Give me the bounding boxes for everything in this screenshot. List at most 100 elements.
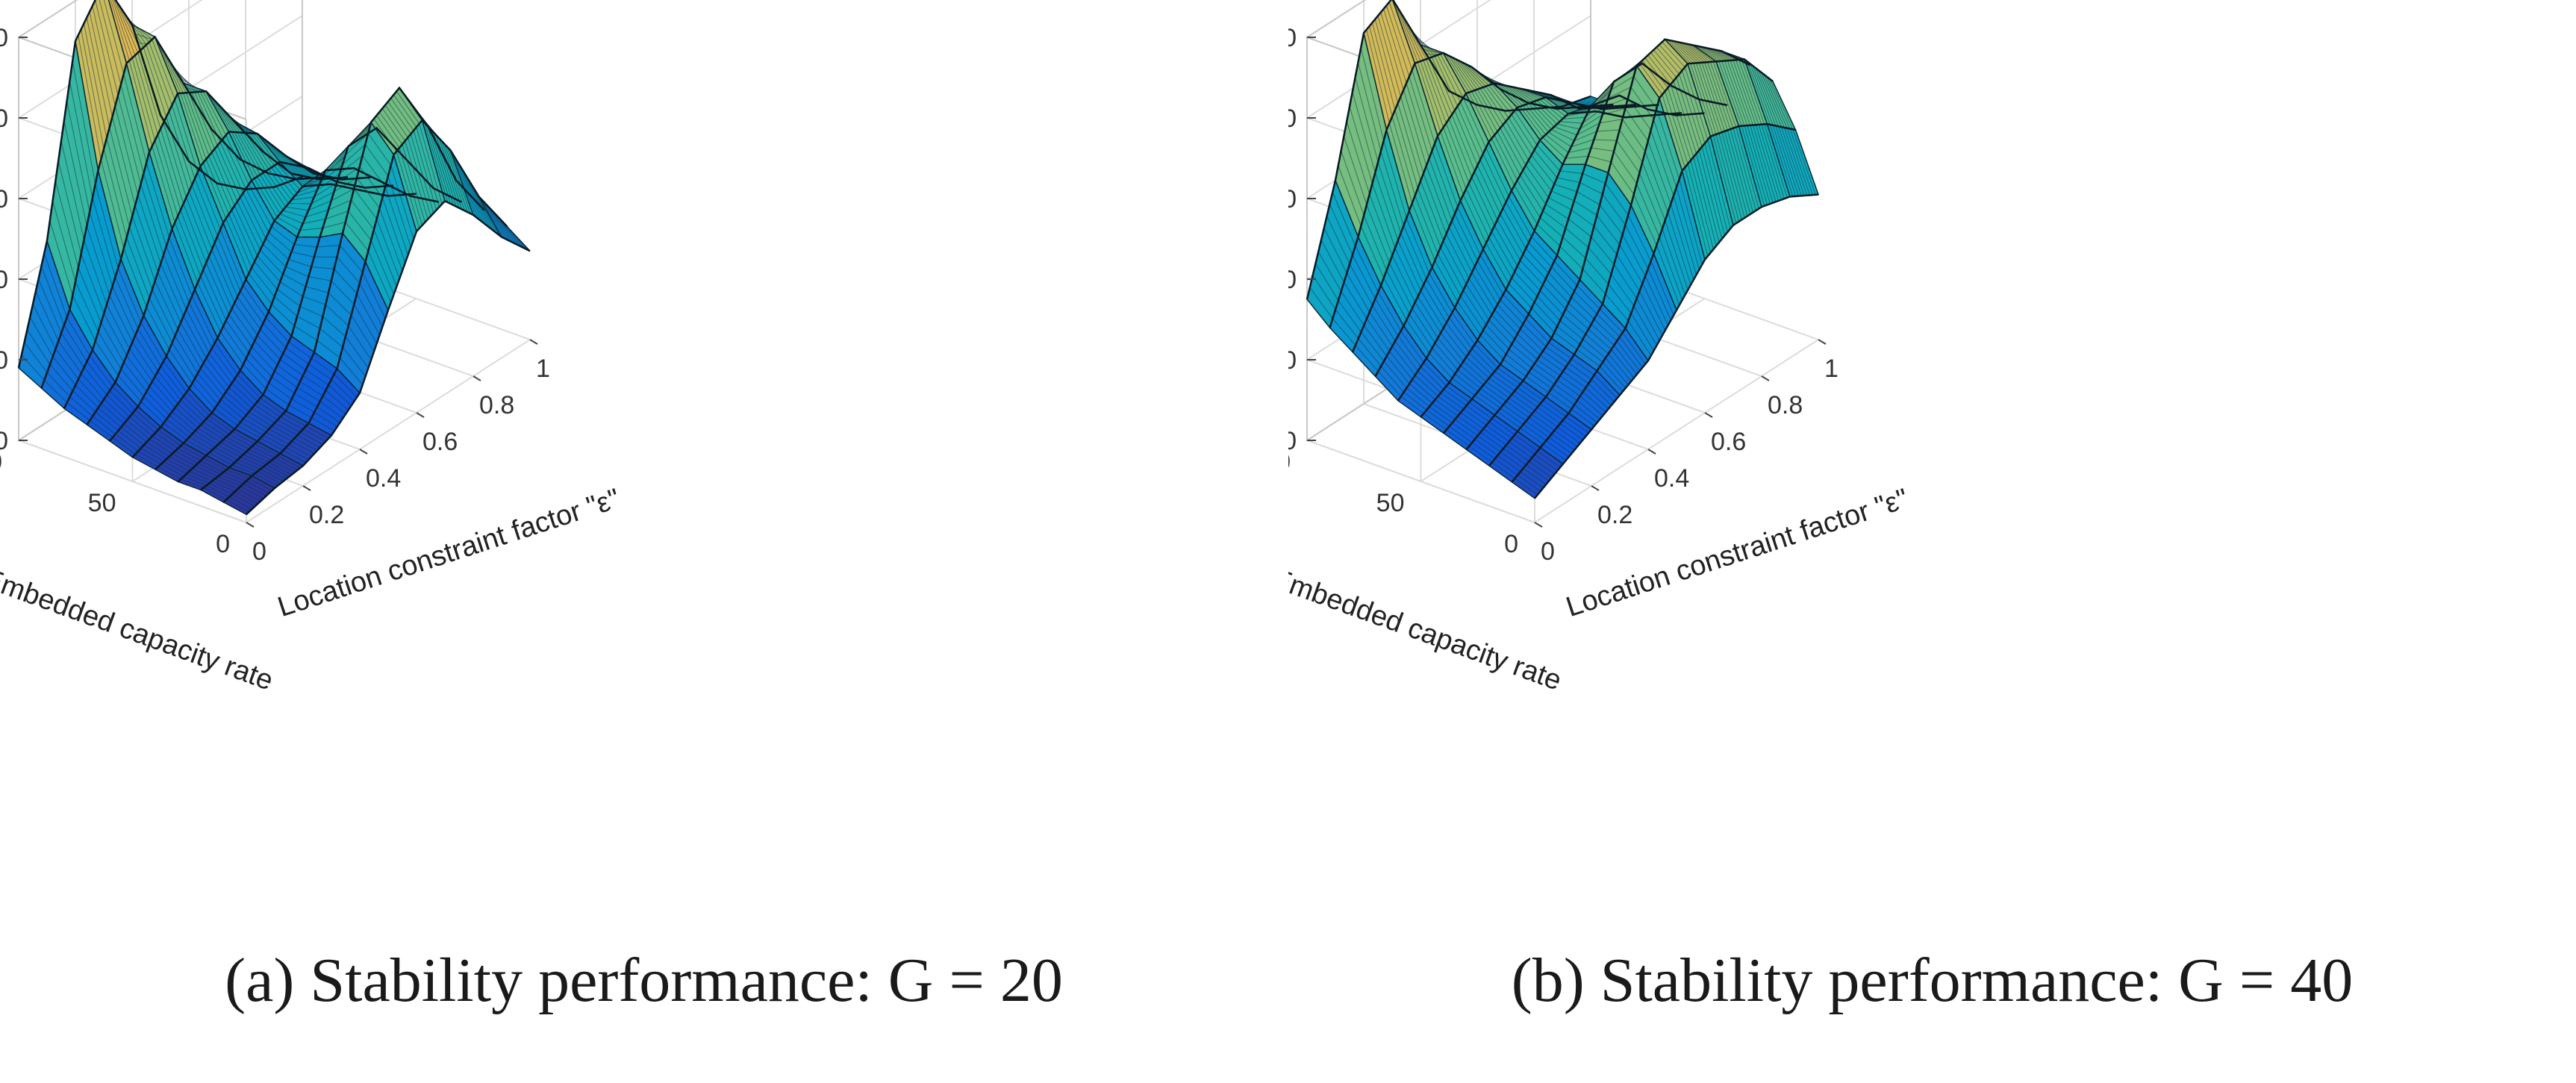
mesh-line: [1494, 225, 1518, 266]
mesh-line: [1531, 102, 1555, 128]
mesh-line: [134, 54, 158, 135]
z-tick-label: 40: [1288, 266, 1297, 294]
mesh-line: [245, 132, 269, 170]
mesh-line: [1519, 175, 1544, 211]
mesh-line: [1417, 188, 1441, 248]
mesh-line: [166, 419, 190, 437]
mesh-line: [234, 205, 258, 257]
mesh-line: [95, 340, 119, 376]
mesh-line: [1412, 379, 1435, 400]
mesh-line: [240, 132, 263, 173]
mesh-line: [1460, 296, 1484, 331]
mesh-line: [186, 392, 210, 416]
mesh-line: [1528, 242, 1552, 268]
mesh-line: [1423, 60, 1447, 124]
mesh-line: [228, 496, 252, 510]
mesh-line: [120, 427, 145, 446]
mesh-line: [1429, 406, 1453, 424]
mesh-line: [1474, 343, 1498, 369]
mesh-line: [1622, 119, 1646, 152]
mesh-line: [1386, 270, 1410, 315]
mesh-line: [223, 472, 247, 482]
mesh-line: [1335, 309, 1359, 340]
mesh-line: [123, 423, 147, 443]
mesh-line: [84, 240, 107, 305]
mesh-line: [1557, 426, 1581, 444]
mesh-line: [60, 332, 85, 368]
mesh-line: [1454, 110, 1478, 166]
mesh-line: [234, 461, 258, 472]
mesh-line: [118, 430, 142, 449]
mesh-line: [285, 447, 309, 461]
mesh-line: [1465, 188, 1490, 238]
mesh-line: [225, 319, 249, 353]
mesh-line: [370, 240, 395, 295]
mesh-line: [1314, 263, 1339, 301]
mesh-line: [1644, 151, 1668, 213]
mesh-line: [131, 342, 156, 377]
mesh-line: [1468, 92, 1492, 139]
mesh-line: [172, 411, 196, 431]
mesh-line: [1406, 83, 1430, 159]
mesh-line: [200, 367, 224, 396]
mesh-line: [1693, 157, 1717, 246]
mesh-line: [305, 369, 329, 386]
mesh-line: [319, 401, 343, 419]
mesh-line: [1349, 263, 1373, 306]
mesh-line: [1690, 160, 1714, 250]
mesh-line: [1341, 150, 1365, 216]
mesh-line: [1434, 143, 1459, 207]
mesh-line: [1676, 187, 1700, 270]
mesh-line: [271, 425, 295, 439]
mesh-line: [1512, 437, 1535, 455]
mesh-line: [1727, 130, 1751, 215]
mesh-line: [1545, 440, 1569, 458]
mesh-line: [1633, 194, 1657, 246]
mesh-line: [1775, 125, 1799, 196]
mesh-line: [149, 42, 172, 106]
mesh-line: [1594, 319, 1618, 342]
mesh-line: [1462, 290, 1487, 325]
mesh-line: [231, 210, 255, 262]
mesh-line: [1446, 429, 1470, 447]
mesh-line: [1753, 125, 1777, 202]
mesh-line: [240, 486, 264, 499]
mesh-line: [1636, 298, 1660, 341]
mesh-line: [271, 167, 295, 197]
mesh-line: [135, 454, 159, 467]
mesh-line: [214, 408, 238, 426]
mesh-line: [200, 275, 224, 327]
mesh-line: [1391, 346, 1416, 376]
mesh-line: [205, 358, 230, 388]
mesh-line: [1491, 138, 1515, 186]
mesh-line: [1630, 313, 1655, 351]
mesh-line: [1574, 404, 1597, 423]
mesh-line: [129, 349, 153, 382]
mesh-line: [1707, 62, 1731, 130]
mesh-line: [257, 176, 281, 214]
mesh-line: [458, 163, 482, 222]
mesh-line: [1460, 365, 1484, 386]
mesh-line: [1503, 207, 1526, 249]
mesh-line: [178, 448, 202, 461]
mesh-line: [1406, 387, 1430, 408]
mesh-line: [89, 11, 113, 117]
mesh-line: [214, 343, 238, 375]
mesh-line: [180, 399, 204, 422]
mesh-line: [1653, 49, 1677, 78]
mesh-line: [1545, 204, 1569, 219]
mesh-line: [1554, 430, 1578, 447]
mesh-line: [1482, 153, 1506, 203]
mesh-line: [1701, 146, 1726, 236]
mesh-line: [1619, 336, 1643, 368]
mesh-line: [1397, 240, 1421, 291]
mesh-line: [1508, 85, 1532, 103]
mesh-line: [183, 316, 207, 359]
mesh-line: [1446, 234, 1470, 279]
mesh-line: [356, 177, 380, 209]
mesh-line: [234, 131, 258, 177]
mesh-line: [1394, 110, 1418, 189]
mesh-line: [231, 493, 255, 508]
mesh-line: [208, 155, 232, 210]
mesh-line: [240, 456, 263, 467]
